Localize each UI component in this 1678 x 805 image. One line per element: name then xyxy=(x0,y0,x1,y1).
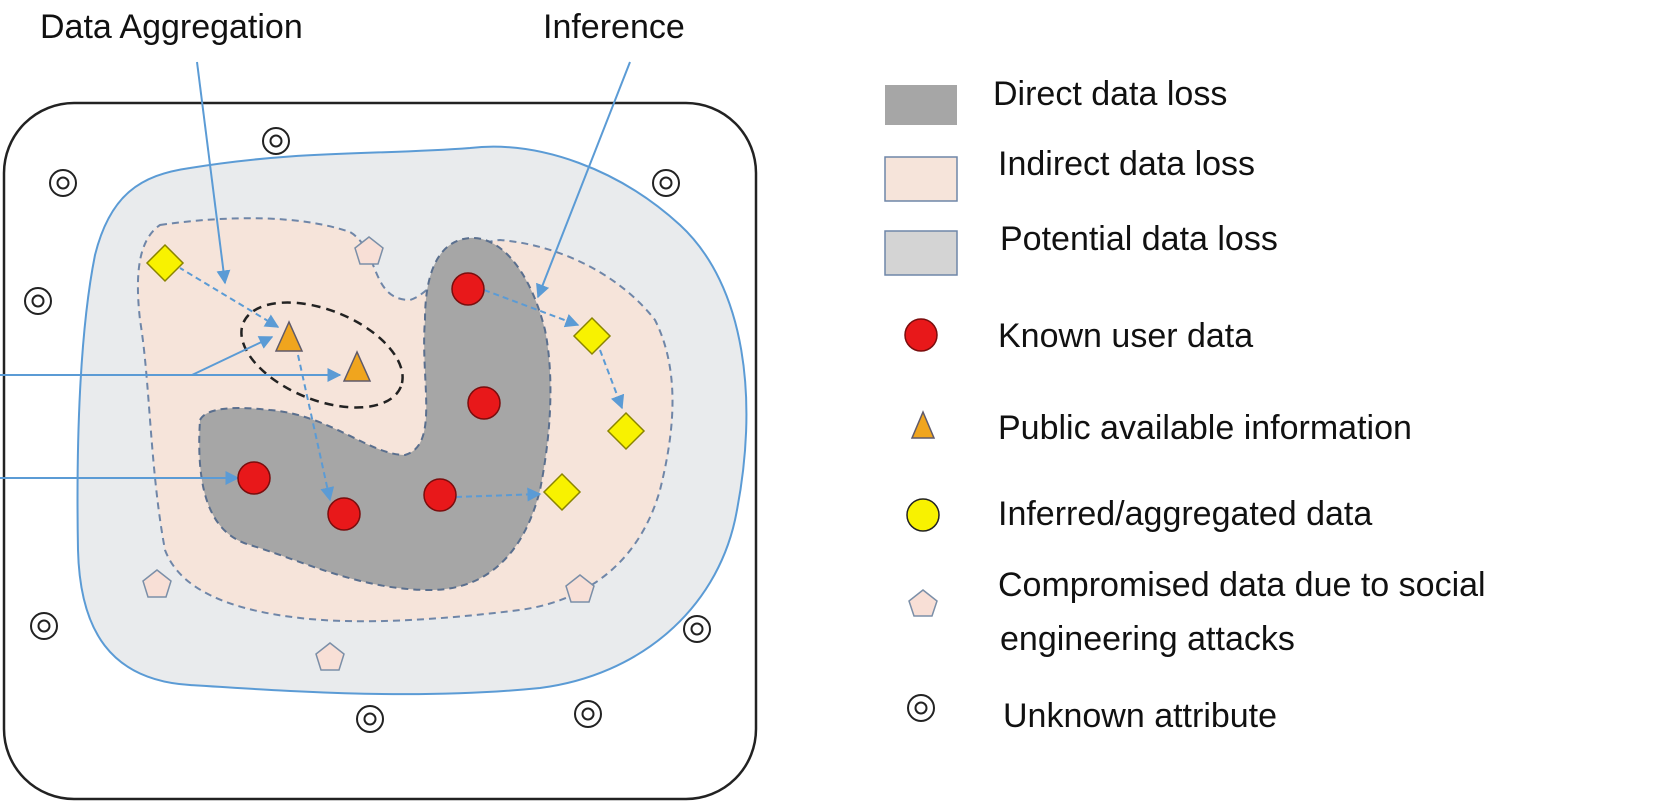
flow-arrow xyxy=(599,349,625,410)
flow-arrow xyxy=(297,354,335,502)
direct-data-loss-region xyxy=(198,236,552,592)
unknown-attribute-icon xyxy=(574,700,602,728)
inferred-data-point xyxy=(606,411,646,451)
legend-label-indirect: Indirect data loss xyxy=(998,145,1255,183)
legend-known-icon xyxy=(904,318,938,352)
legend-compromised-icon xyxy=(908,589,938,617)
unknown-attribute-icon xyxy=(652,169,680,197)
legend-swatch-indirect xyxy=(884,156,958,202)
known-user-data-point xyxy=(467,386,501,420)
external-arrow-branch xyxy=(191,336,274,376)
unknown-attribute-icon xyxy=(683,615,711,643)
legend-label-unknown: Unknown attribute xyxy=(1003,697,1277,735)
inferred-data-point xyxy=(542,472,582,512)
unknown-attribute-icon xyxy=(24,287,52,315)
known-user-data-point xyxy=(423,478,457,512)
known-user-data-point xyxy=(451,272,485,306)
aggregation-label: Data Aggregation xyxy=(40,8,303,46)
legend-label-compromised-2: engineering attacks xyxy=(1000,620,1295,658)
legend-inferred-icon xyxy=(906,498,940,532)
known-user-data-point xyxy=(327,497,361,531)
public-info-point xyxy=(342,350,372,382)
inference-label: Inference xyxy=(543,8,685,46)
flow-arrow xyxy=(483,289,580,328)
inference-arrow xyxy=(536,61,631,299)
public-info-point xyxy=(274,320,304,352)
legend-label-inferred: Inferred/aggregated data xyxy=(998,495,1372,533)
inferred-data-point xyxy=(145,243,185,283)
flow-arrow xyxy=(455,487,542,502)
aggregation-arrow xyxy=(196,61,231,285)
legend-swatch-direct xyxy=(885,85,957,125)
legend-unknown-icon xyxy=(907,694,935,722)
legend-swatch-potential xyxy=(884,230,958,276)
unknown-attribute-icon xyxy=(30,612,58,640)
unknown-attribute-icon xyxy=(356,705,384,733)
unknown-attribute-icon xyxy=(262,127,290,155)
compromised-data-point xyxy=(315,642,345,671)
legend-public-icon xyxy=(910,410,936,439)
inferred-data-point xyxy=(572,316,612,356)
legend-label-potential: Potential data loss xyxy=(1000,220,1278,258)
legend-label-compromised-1: Compromised data due to social xyxy=(998,566,1486,604)
flow-arrow xyxy=(179,267,280,328)
compromised-data-point xyxy=(142,569,172,598)
aggregation-ellipse xyxy=(240,301,404,409)
legend-label-direct: Direct data loss xyxy=(993,75,1227,113)
legend-label-public: Public available information xyxy=(998,409,1412,447)
known-user-data-point xyxy=(237,461,271,495)
legend-label-known: Known user data xyxy=(998,317,1253,355)
legend: Direct data loss Indirect data loss Pote… xyxy=(884,75,1486,735)
compromised-data-point xyxy=(354,236,384,265)
unknown-attribute-icon xyxy=(49,169,77,197)
compromised-data-point xyxy=(565,574,595,603)
